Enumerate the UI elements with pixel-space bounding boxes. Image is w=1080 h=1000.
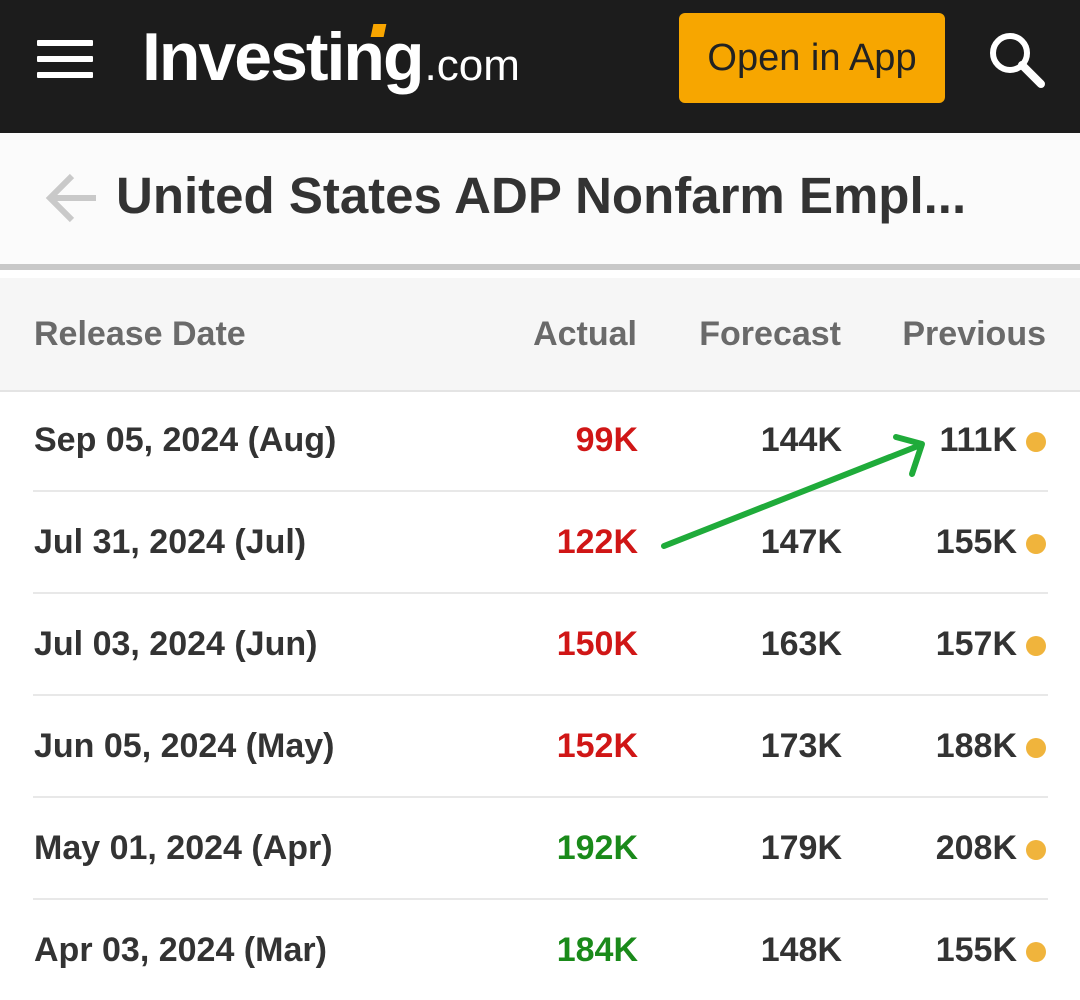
- column-header-release-date[interactable]: Release Date: [34, 315, 246, 353]
- previous-cell: 208K: [935, 829, 1017, 867]
- logo-tld-text: .com: [424, 41, 520, 90]
- release-date-cell: May 01, 2024 (Apr): [34, 829, 333, 867]
- forecast-cell: 144K: [760, 421, 842, 459]
- page-title: United States ADP Nonfarm Empl...: [116, 167, 967, 224]
- column-header-forecast[interactable]: Forecast: [699, 315, 841, 353]
- hamburger-menu-icon[interactable]: [37, 40, 93, 78]
- revision-dot-icon[interactable]: [1026, 738, 1046, 758]
- search-icon[interactable]: [985, 28, 1049, 92]
- previous-cell: 157K: [935, 625, 1017, 663]
- revision-dot-icon[interactable]: [1026, 840, 1046, 860]
- previous-cell: 188K: [935, 727, 1017, 765]
- header-divider: [0, 264, 1080, 270]
- table-row[interactable]: Jul 31, 2024 (Jul) 122K 147K 155K: [33, 492, 1048, 594]
- actual-cell: 152K: [556, 727, 638, 765]
- actual-cell: 150K: [556, 625, 638, 663]
- previous-cell: 155K: [935, 523, 1017, 561]
- logo-accent-mark: [370, 24, 387, 37]
- previous-cell: 155K: [935, 931, 1017, 969]
- top-bar: Investing.com Open in App: [0, 0, 1080, 133]
- previous-cell: 111K: [939, 421, 1017, 459]
- revision-dot-icon[interactable]: [1026, 636, 1046, 656]
- forecast-cell: 179K: [760, 829, 842, 867]
- revision-dot-icon[interactable]: [1026, 432, 1046, 452]
- release-date-cell: Jul 31, 2024 (Jul): [34, 523, 307, 561]
- table-row[interactable]: Jul 03, 2024 (Jun) 150K 163K 157K: [33, 594, 1048, 696]
- table-row[interactable]: May 01, 2024 (Apr) 192K 179K 208K: [33, 798, 1048, 900]
- release-date-cell: Jul 03, 2024 (Jun): [34, 625, 318, 663]
- history-table: Release Date Actual Forecast Previous Se…: [0, 278, 1080, 999]
- actual-cell: 184K: [556, 931, 638, 969]
- actual-cell: 99K: [575, 421, 638, 459]
- actual-cell: 122K: [556, 523, 638, 561]
- forecast-cell: 173K: [760, 727, 842, 765]
- revision-dot-icon[interactable]: [1026, 534, 1046, 554]
- table-row[interactable]: Sep 05, 2024 (Aug) 99K 144K 111K: [33, 390, 1048, 492]
- forecast-cell: 163K: [760, 625, 842, 663]
- table-row[interactable]: Apr 03, 2024 (Mar) 184K 148K 155K: [33, 900, 1048, 1000]
- column-header-previous[interactable]: Previous: [902, 315, 1046, 353]
- column-header-actual[interactable]: Actual: [533, 315, 637, 353]
- release-date-cell: Apr 03, 2024 (Mar): [34, 931, 327, 969]
- page-header: [0, 133, 1080, 266]
- release-date-cell: Sep 05, 2024 (Aug): [34, 421, 337, 459]
- release-date-cell: Jun 05, 2024 (May): [34, 727, 335, 765]
- table-row[interactable]: Jun 05, 2024 (May) 152K 173K 188K: [33, 696, 1048, 798]
- investing-logo[interactable]: Investing.com: [142, 12, 520, 102]
- table-header: Release Date Actual Forecast Previous: [0, 278, 1080, 392]
- revision-dot-icon[interactable]: [1026, 942, 1046, 962]
- open-in-app-button[interactable]: Open in App: [679, 13, 945, 103]
- actual-cell: 192K: [556, 829, 638, 867]
- forecast-cell: 147K: [760, 523, 842, 561]
- forecast-cell: 148K: [760, 931, 842, 969]
- back-arrow-icon[interactable]: [44, 170, 100, 226]
